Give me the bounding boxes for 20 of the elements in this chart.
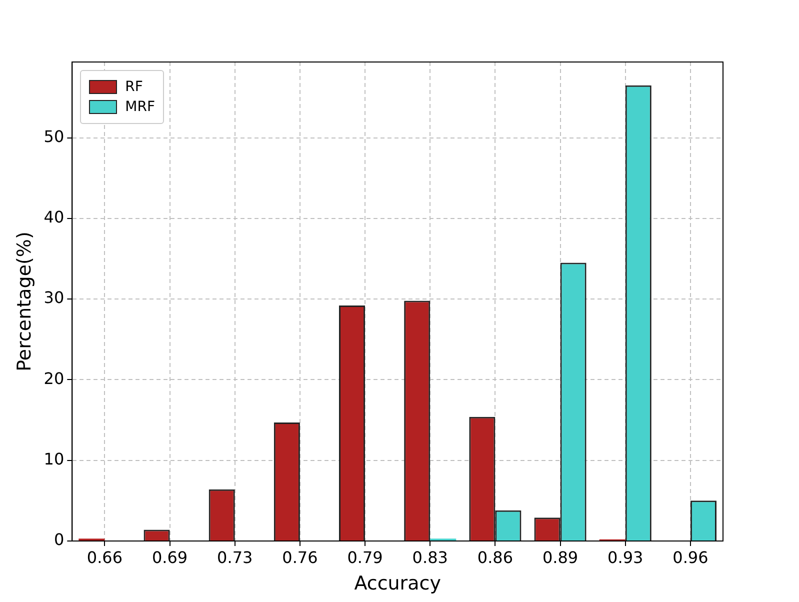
x-tick-label: 0.79	[347, 548, 383, 567]
x-tick-label: 0.69	[152, 548, 188, 567]
y-tick-label: 0	[54, 530, 64, 550]
y-tick-label: 40	[44, 208, 64, 227]
legend-label: MRF	[125, 99, 156, 115]
x-tick-label: 0.96	[672, 548, 708, 567]
x-axis-title: Accuracy	[354, 572, 441, 595]
x-tick-label: 0.73	[217, 548, 253, 567]
x-tick-label: 0.89	[542, 548, 578, 567]
x-tick-label: 0.76	[282, 548, 318, 567]
legend-label: RF	[125, 79, 143, 95]
y-tick-label: 50	[44, 126, 64, 146]
y-tick-label: 10	[44, 450, 64, 469]
y-tick-label: 30	[44, 288, 64, 308]
x-tick-label: 0.66	[86, 548, 123, 567]
x-tick-label: 0.83	[412, 548, 448, 567]
x-tick-label: 0.93	[608, 548, 644, 567]
y-axis-title: Percentage(%)	[13, 232, 36, 372]
x-tick-label: 0.86	[477, 548, 514, 567]
y-tick-label: 20	[44, 368, 64, 388]
